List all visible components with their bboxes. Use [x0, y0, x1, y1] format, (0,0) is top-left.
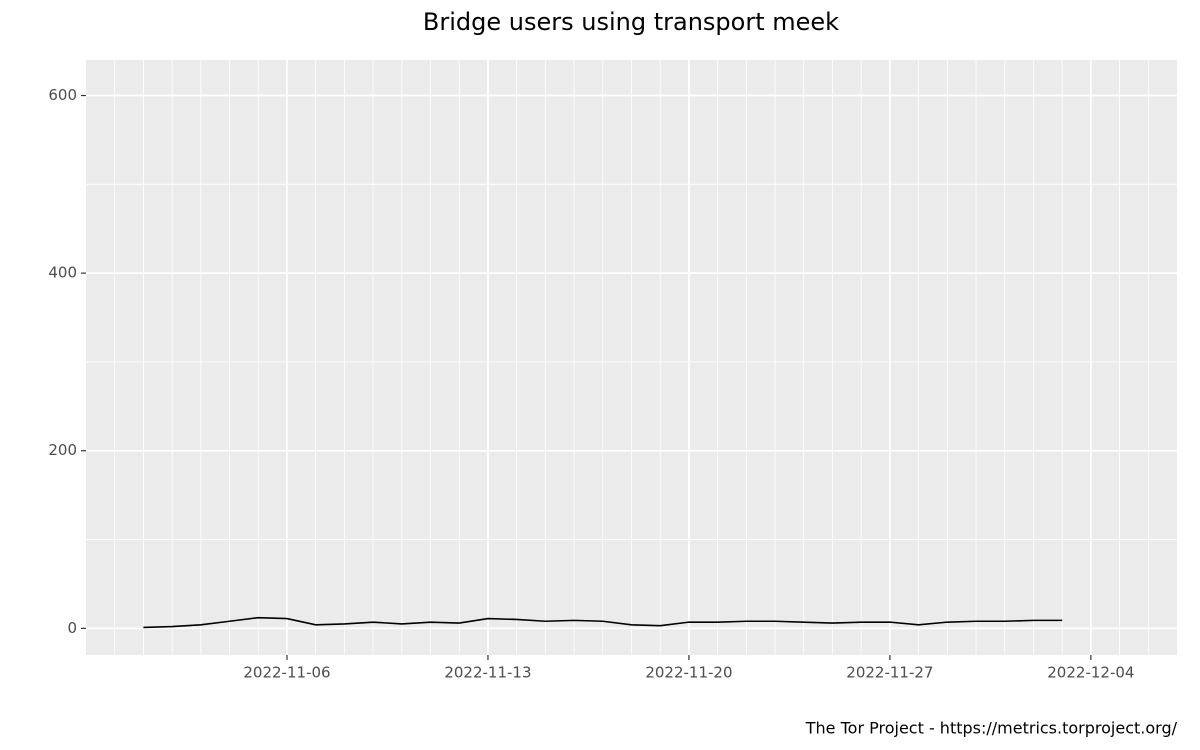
y-tick-label: 600 [48, 86, 77, 104]
y-tick-label: 200 [48, 441, 77, 459]
x-tick-label: 2022-11-13 [444, 664, 531, 682]
y-tick-label: 400 [48, 264, 77, 282]
x-tick-label: 2022-11-06 [243, 664, 330, 682]
chart-title: Bridge users using transport meek [423, 8, 839, 36]
caption: The Tor Project - https://metrics.torpro… [805, 719, 1178, 738]
line-series [143, 616, 1063, 629]
x-tick-label: 2022-11-20 [645, 664, 732, 682]
x-tick-label: 2022-12-04 [1047, 664, 1134, 682]
y-tick-label: 0 [67, 619, 77, 637]
x-tick-label: 2022-11-27 [846, 664, 933, 682]
